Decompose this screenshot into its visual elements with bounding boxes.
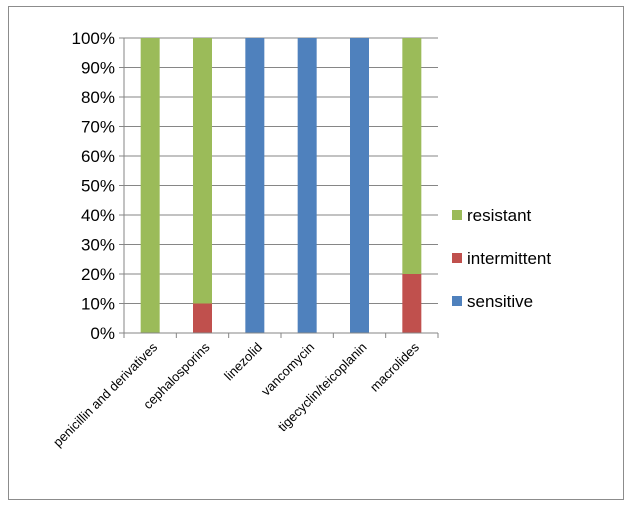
x-category-label: tigecyclin/teicoplanin (275, 340, 370, 435)
legend-swatch-resistant (452, 210, 462, 220)
x-category-label: linezolid (221, 340, 265, 384)
bar-segment-resistant (402, 38, 422, 274)
x-category-label: macrolides (367, 339, 422, 394)
y-tick-label: 80% (81, 88, 115, 107)
bar-segment-resistant (140, 38, 160, 333)
y-tick-label: 50% (81, 177, 115, 196)
x-category-label: penicillin and derivatives (50, 339, 161, 450)
legend-swatch-intermittent (452, 253, 462, 263)
bar-segment-intermittent (402, 274, 422, 333)
y-axis-tick-labels: 0% 10% 20% 30% 40% 50% 60% 70% 80% 90% 100% (72, 29, 115, 343)
y-tick-label: 70% (81, 118, 115, 137)
x-axis-category-labels: penicillin and derivativescephalosporins… (50, 339, 422, 450)
gridlines (119, 37, 438, 334)
y-tick-label: 100% (72, 29, 115, 48)
bar-segment-sensitive (297, 38, 317, 333)
y-tick-label: 30% (81, 236, 115, 255)
bar-segment-intermittent (193, 303, 212, 333)
axes (123, 38, 439, 338)
legend-label-sensitive: sensitive (467, 292, 533, 311)
y-tick-label: 90% (81, 59, 115, 78)
bar-segment-sensitive (245, 38, 265, 333)
bar-segment-resistant (193, 38, 212, 304)
y-tick-label: 20% (81, 265, 115, 284)
y-tick-label: 10% (81, 295, 115, 314)
legend: resistant intermittent sensitive (452, 206, 551, 311)
bar-segment-sensitive (350, 38, 369, 333)
y-tick-label: 0% (90, 324, 115, 343)
legend-label-intermittent: intermittent (467, 249, 551, 268)
y-tick-label: 60% (81, 147, 115, 166)
legend-label-resistant: resistant (467, 206, 532, 225)
legend-swatch-sensitive (452, 296, 462, 306)
bars (140, 38, 422, 333)
y-tick-label: 40% (81, 206, 115, 225)
